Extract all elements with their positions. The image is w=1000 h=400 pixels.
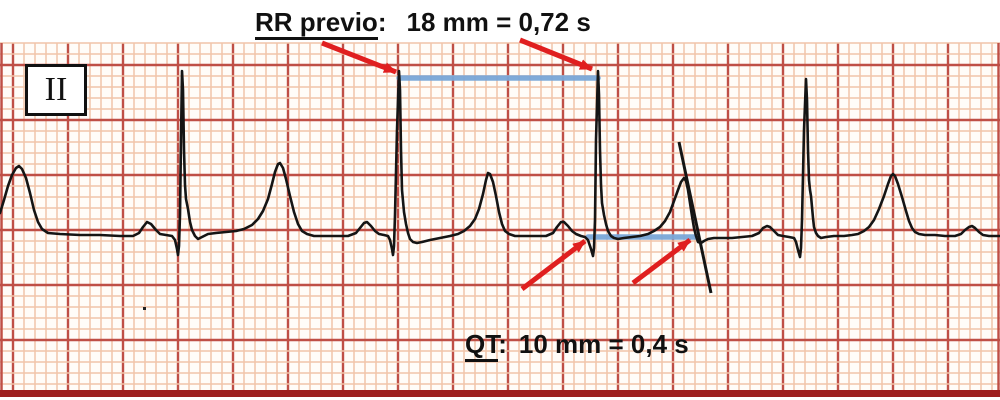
rr-interval-label: RR previo: 18 mm = 0,72 s	[255, 7, 591, 40]
rr-label-colon: :	[377, 7, 387, 37]
tangent-line	[677, 141, 713, 294]
qt-arrow-left	[520, 239, 587, 291]
ecg-grid	[0, 42, 1000, 397]
paper-bottom-band	[0, 390, 1000, 397]
qt-label-value: 10 mm = 0,4 s	[518, 329, 689, 359]
ecg-trace	[0, 69, 1000, 259]
qt-label-colon: :	[498, 329, 507, 359]
lead-label: II	[44, 71, 68, 108]
rr-label-value: 18 mm = 0,72 s	[406, 7, 591, 37]
qt-interval-label: QT: 10 mm = 0,4 s	[465, 329, 689, 362]
qt-label-name: QT	[465, 329, 499, 362]
rr-arrow-left	[321, 40, 397, 75]
qt-arrow-right	[631, 238, 692, 285]
artifact-dot	[143, 307, 146, 310]
lead-label-box: II	[25, 64, 87, 116]
rr-label-name: RR previo	[255, 7, 378, 40]
rr-arrow-right	[519, 37, 593, 72]
